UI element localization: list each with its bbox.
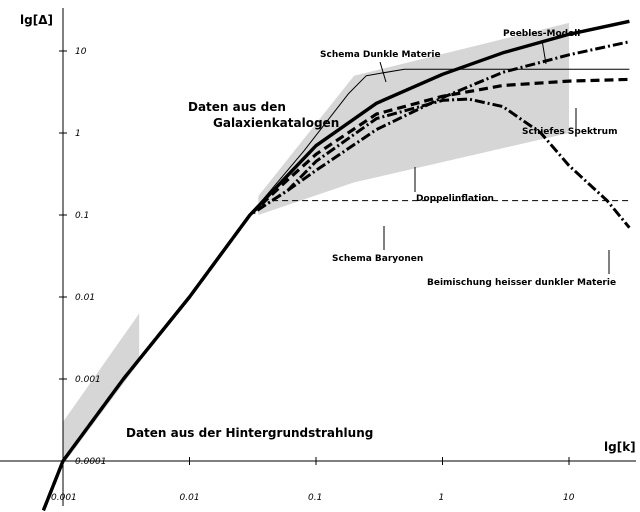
y-tick-label: 10 [75,47,87,57]
x-tick-label: 10 [563,493,575,503]
axes: 0.001 0.01 0.1 1 10 0.0001 0.001 0.01 0.1 1 10 [0,8,636,506]
x-tick-label: 1 [439,493,445,503]
annotation-label: Doppelinflation [416,194,494,204]
annotation-label: Beimischung heisser dunkler Materie [427,278,616,288]
x-axis-ticks: 0.001 0.01 0.1 1 10 [51,457,575,503]
y-tick-label: 0.0001 [75,457,107,467]
annotation-label: Galaxienkatalogen [213,116,339,130]
annotation-label: Peebles-Modell [503,29,580,39]
annotation-label: Schema Dunkle Materie [320,50,441,60]
annotation-leaders [379,39,610,274]
annotation-label: Schiefes Spektrum [522,127,617,137]
series-line [41,77,630,511]
x-tick-label: 0.1 [308,493,322,503]
y-tick-label: 0.001 [75,375,101,385]
series-lines [41,19,631,512]
data-bands [63,22,569,465]
y-tick-label: 0.1 [75,211,89,221]
series-line [41,19,630,512]
annotations: Schema Dunkle Materie Peebles-Modell Daten… [126,29,617,440]
x-axis-title: lg[k] [604,440,636,454]
x-tick-label: 0.01 [180,493,200,503]
annotation-leader [379,61,387,83]
y-tick-label: 0.01 [75,293,95,303]
series-line [122,97,631,380]
annotation-label: Daten aus den [188,100,286,114]
data-band [258,22,569,216]
annotation-leader [541,39,547,65]
data-band [63,313,140,465]
y-axis-ticks: 0.0001 0.001 0.01 0.1 1 10 [59,47,107,467]
y-axis-title: lg[Δ] [20,13,53,27]
series-line [249,68,630,216]
annotation-label: Daten aus der Hintergrundstrahlung [126,426,373,440]
x-tick-label: 0.001 [51,493,77,503]
y-tick-label: 1 [75,129,81,139]
annotation-label: Schema Baryonen [332,254,423,264]
